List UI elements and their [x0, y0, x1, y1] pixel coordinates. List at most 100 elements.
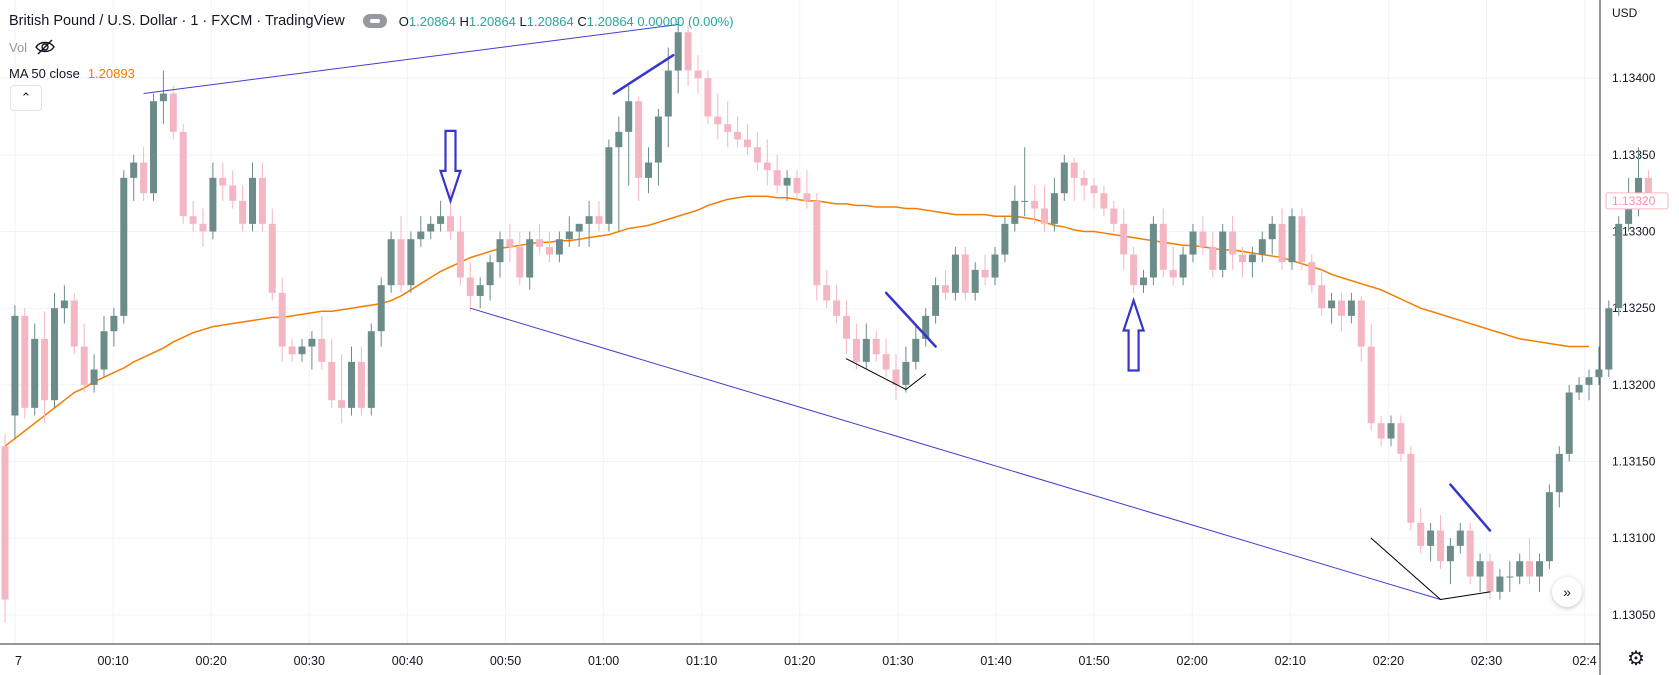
candle-up: [1496, 576, 1504, 592]
symbol-title[interactable]: British Pound / U.S. Dollar · 1 · FXCM ·…: [9, 13, 345, 29]
candle-down: [1110, 208, 1118, 224]
candle-up: [298, 346, 306, 355]
candle-up: [1140, 277, 1147, 286]
time-tick-label: 01:40: [980, 654, 1011, 668]
candle-down: [1367, 346, 1375, 424]
marker-line[interactable]: [1449, 483, 1492, 532]
candle-down: [328, 361, 336, 401]
candle-down: [1130, 254, 1138, 286]
marker-line[interactable]: [905, 373, 927, 390]
marker-line[interactable]: [1370, 537, 1441, 601]
candle-up: [249, 177, 256, 224]
candle-down: [179, 131, 187, 217]
candle-down: [882, 354, 890, 370]
candle-down: [506, 239, 514, 247]
arrow-down-icon[interactable]: [438, 129, 463, 205]
candle-down: [1169, 269, 1177, 278]
candle-up: [1050, 193, 1058, 224]
candle-up: [902, 361, 910, 385]
vol-label[interactable]: Vol: [9, 39, 28, 55]
trend-line[interactable]: [143, 24, 679, 95]
time-tick-label: 01:00: [588, 654, 619, 668]
candle-up: [575, 223, 583, 232]
candle-down: [724, 124, 732, 132]
time-tick-label: 02:00: [1177, 654, 1208, 668]
candle-down: [229, 185, 237, 201]
ohlc-values: O1.20864 H1.20864 L1.20864 C1.20864 0.00…: [399, 14, 734, 29]
candle-up: [1149, 223, 1157, 278]
price-tick-label: 1.13100: [1612, 531, 1656, 545]
time-tick-label: 00:10: [97, 654, 128, 668]
legend-ma-row[interactable]: MA 50 close 1.20893: [9, 60, 734, 86]
candle-down: [239, 200, 247, 224]
candle-up: [1189, 231, 1197, 255]
candle-down: [1278, 223, 1286, 263]
marker-line[interactable]: [612, 53, 675, 95]
price-tick-label: 1.13400: [1612, 71, 1656, 85]
hidden-eye-icon[interactable]: [35, 39, 55, 55]
candle-up: [645, 162, 652, 178]
time-tick-label: 00:20: [196, 654, 227, 668]
candle-up: [476, 285, 484, 296]
candle-down: [892, 369, 900, 385]
candle-up: [1001, 223, 1009, 255]
candle-up: [605, 147, 613, 224]
candle-down: [536, 239, 544, 247]
ma-label[interactable]: MA 50 close: [9, 65, 80, 81]
candle-down: [1338, 300, 1345, 316]
high-label: H: [459, 13, 469, 29]
candle-up: [387, 239, 395, 286]
candle-up: [1179, 254, 1187, 278]
candle-up: [625, 101, 633, 132]
collapse-legend-button[interactable]: ⌃: [10, 85, 42, 111]
candle-down: [1199, 231, 1207, 247]
gear-icon[interactable]: ⚙: [1627, 648, 1645, 670]
candle-up: [991, 254, 999, 278]
candle-up: [437, 216, 445, 224]
candle-down: [872, 338, 880, 355]
last-price-label: 1.13320: [1612, 194, 1656, 208]
chart-legend: British Pound / U.S. Dollar · 1 · FXCM ·…: [9, 8, 734, 86]
double-chevron-right-icon: »: [1563, 584, 1571, 600]
marker-line[interactable]: [884, 291, 937, 348]
candle-up: [674, 32, 682, 71]
candle-up: [1258, 239, 1266, 255]
eye-off-icon[interactable]: [362, 14, 387, 28]
candle-down: [258, 177, 266, 224]
change-value: 0.00000 (0.00%): [637, 13, 734, 29]
candle-down: [1417, 522, 1425, 546]
candle-down: [1318, 285, 1326, 309]
candle-up: [783, 177, 791, 186]
candle-up: [555, 239, 563, 255]
scroll-to-realtime-button[interactable]: »: [1552, 577, 1582, 607]
candle-down: [1100, 193, 1108, 209]
marker-line[interactable]: [846, 358, 907, 390]
candle-down: [1080, 177, 1088, 186]
candle-down: [714, 116, 722, 125]
candle-down: [1041, 208, 1048, 224]
candle-up: [1011, 200, 1019, 224]
candle-up: [1288, 216, 1296, 263]
candle-up: [1635, 177, 1642, 194]
marker-line[interactable]: [1440, 591, 1491, 601]
legend-vol-row[interactable]: Vol: [9, 34, 734, 60]
trend-line[interactable]: [470, 307, 1441, 601]
currency-label[interactable]: USD: [1612, 6, 1638, 20]
candle-up: [971, 269, 979, 293]
candle-down: [338, 400, 346, 408]
arrow-up-icon[interactable]: [1122, 297, 1146, 372]
candle-up: [1516, 561, 1524, 577]
price-tick-label: 1.13350: [1612, 148, 1656, 162]
candle-down: [189, 216, 197, 224]
candle-down: [546, 246, 553, 255]
candle-up: [1595, 369, 1603, 378]
time-tick-label: 01:10: [686, 654, 717, 668]
candle-down: [763, 162, 771, 171]
candle-down: [843, 315, 850, 339]
candle-up: [1268, 223, 1276, 240]
candle-up: [120, 177, 128, 316]
candle-down: [1239, 254, 1246, 263]
candle-down: [199, 223, 207, 232]
candle-up: [1565, 392, 1573, 454]
